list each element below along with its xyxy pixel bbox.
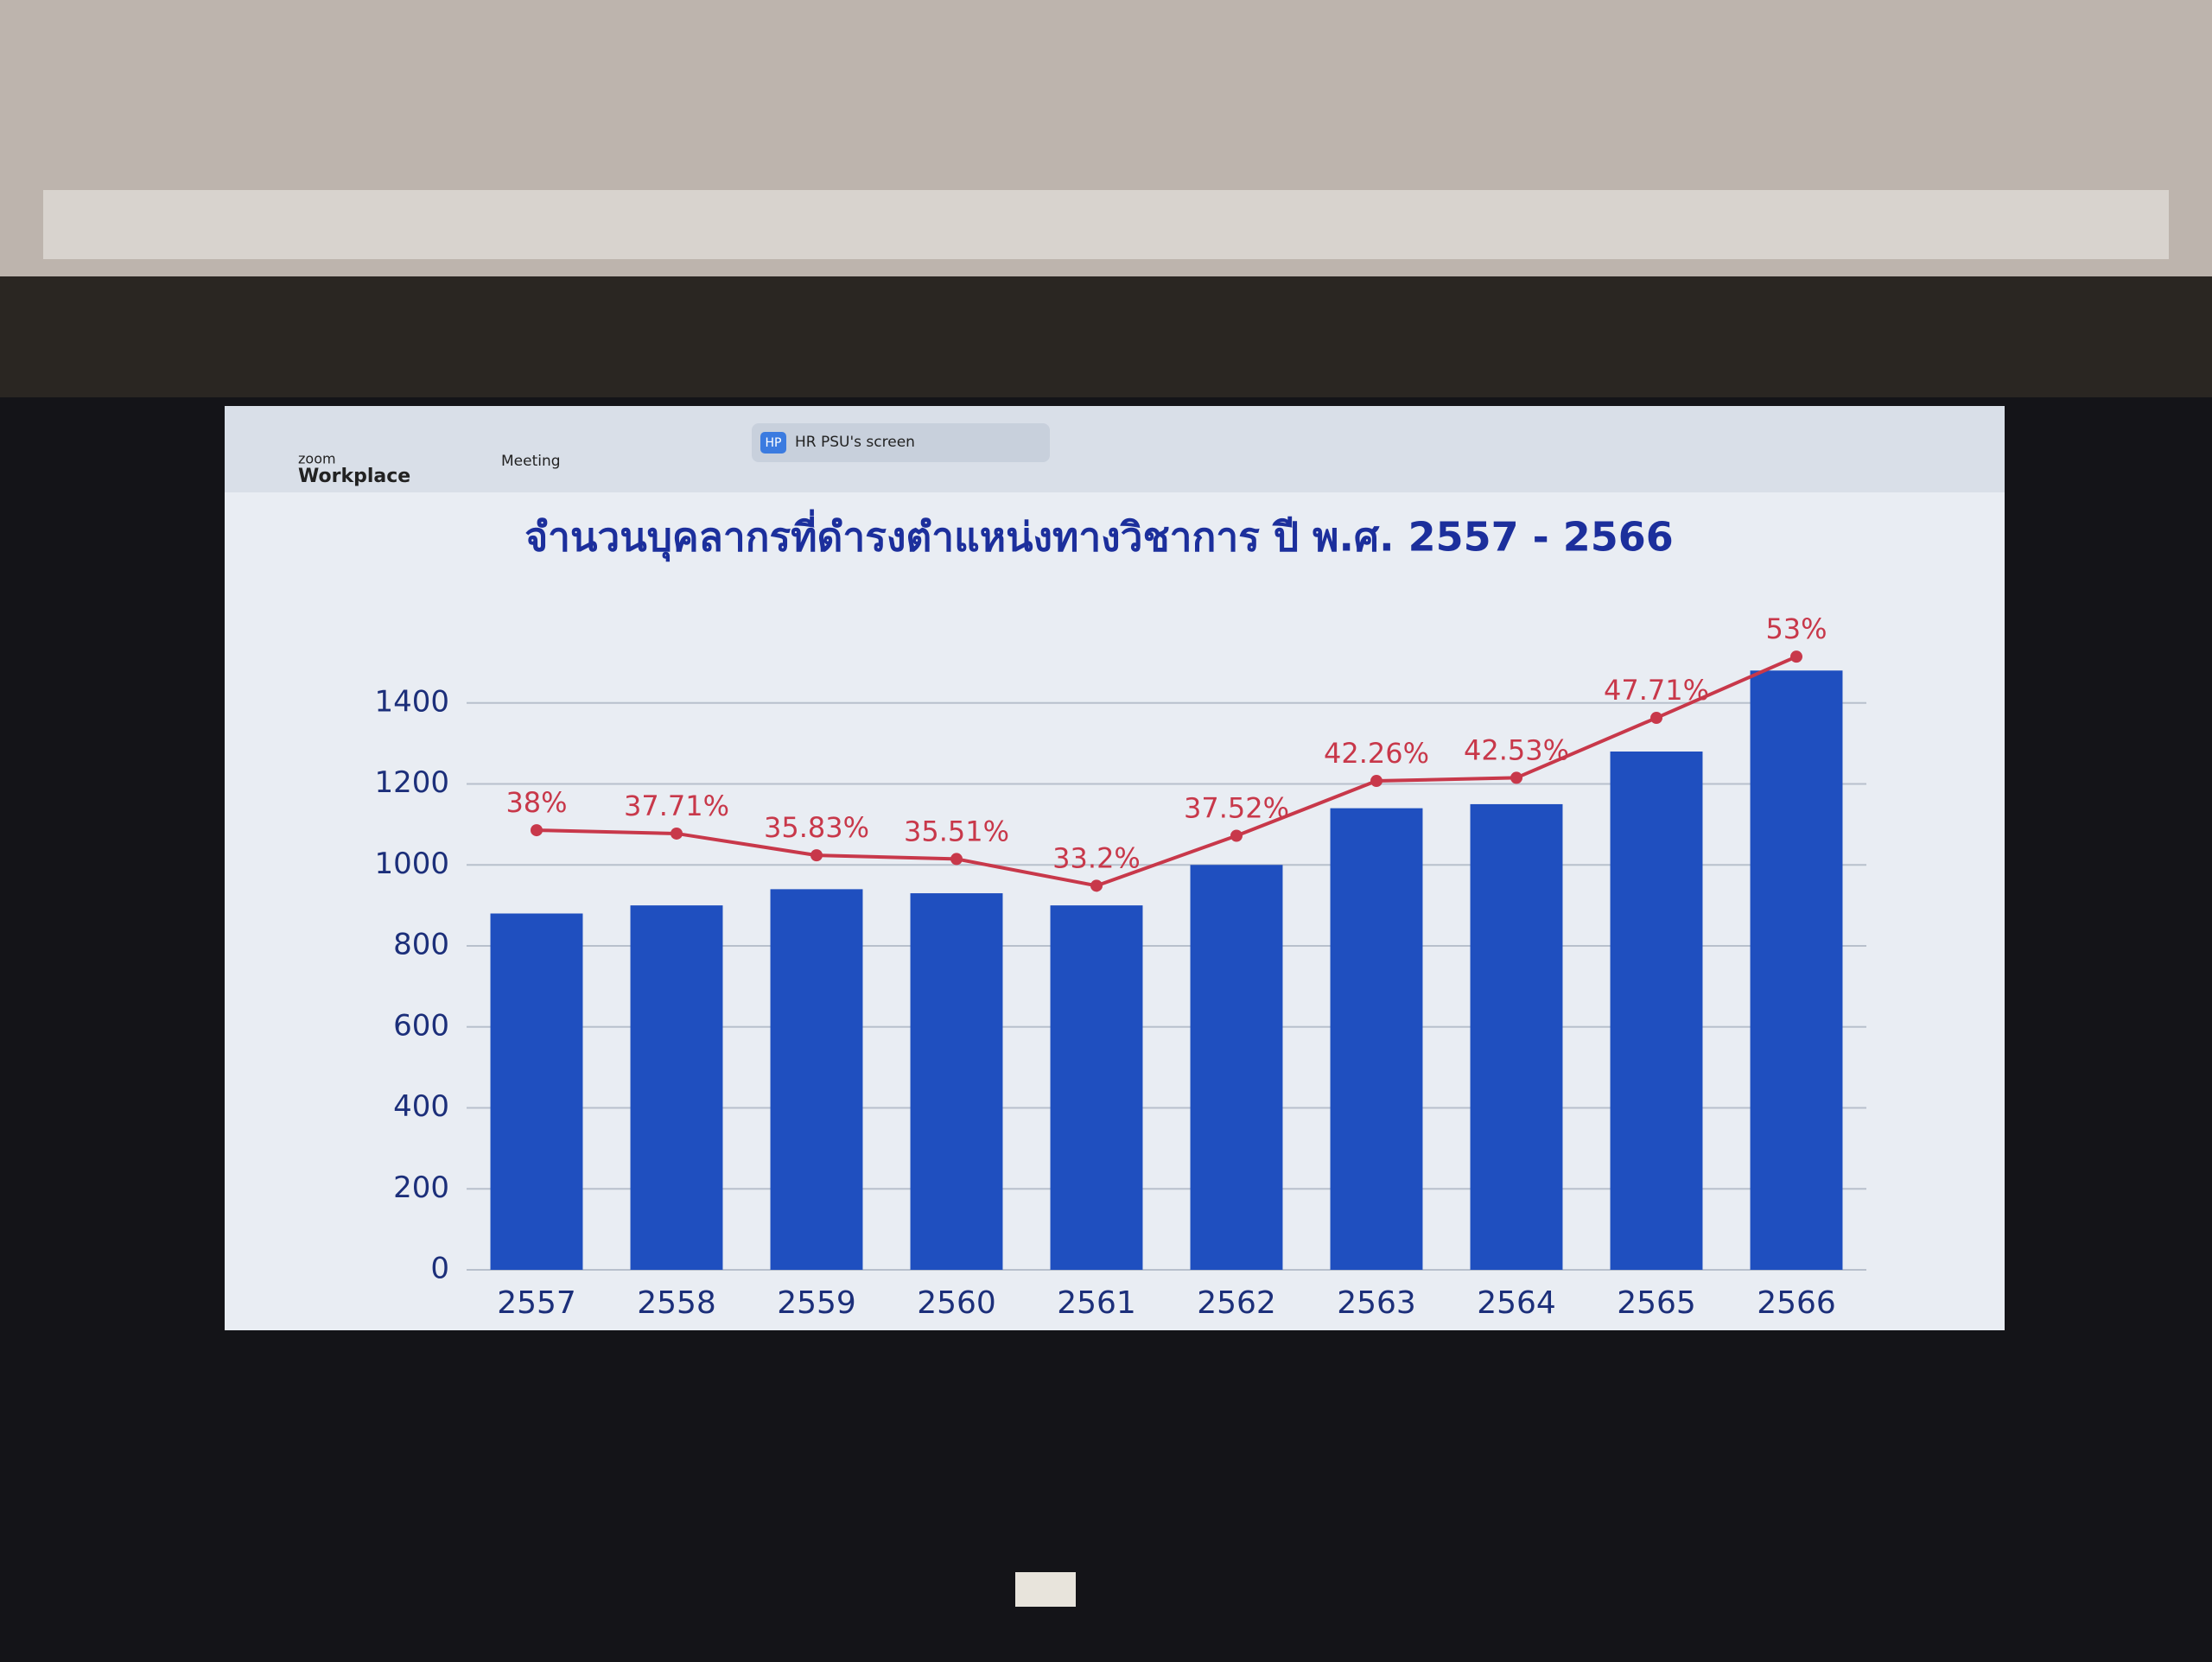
brand: Workplace [298,466,410,487]
x-tick-label: 2558 [637,1285,716,1321]
y-tick-label: 200 [393,1170,449,1205]
line-point [950,853,963,866]
y-tick-label: 800 [393,928,449,962]
value-label: 37.71% [624,790,729,822]
x-tick-label: 2563 [1337,1285,1416,1321]
outlet [1015,1572,1076,1607]
value-label: 42.53% [1464,733,1569,766]
bar [1470,803,1563,1270]
share-pill[interactable] [752,423,1050,462]
meeting-menu[interactable]: Meeting [501,453,561,470]
x-tick-label: 2566 [1757,1285,1836,1321]
badge-bg [760,432,786,454]
line-point [1090,879,1103,892]
x-tick-label: 2561 [1057,1285,1136,1321]
y-tick-label: 0 [430,1252,449,1286]
line-point [1510,771,1522,784]
value-label: 33.2% [1052,841,1141,874]
bar [910,893,1003,1270]
x-tick-label: 2565 [1617,1285,1696,1321]
projector-casing [43,190,2169,259]
value-label: 53% [1765,612,1827,645]
brand-small: zoom [298,451,336,467]
x-tick-label: 2564 [1477,1285,1556,1321]
bar [1050,905,1143,1270]
x-tick-label: 2562 [1197,1285,1276,1321]
y-tick-label: 600 [393,1008,449,1043]
chart-title: จำนวนบุคลากรที่ดำรงตำแหน่งทางวิชาการ ปี … [524,510,1674,562]
bar [1610,752,1703,1270]
line-point [1230,829,1243,842]
value-label: 35.51% [904,815,1009,847]
bar [770,889,863,1270]
value-label: 37.52% [1184,792,1289,825]
bar [1330,808,1423,1270]
wall [0,276,2212,397]
bar [630,905,723,1270]
line [536,655,1797,888]
badge: HP [766,436,782,450]
line-point [810,849,823,862]
x-tick-label: 2557 [497,1285,576,1321]
line-point [531,824,543,837]
bar [490,913,583,1270]
zoom-toolbar [225,406,2005,492]
value-label: 35.83% [764,811,869,844]
line-point [1650,712,1662,725]
bar [1190,865,1283,1270]
line-point [1370,775,1382,788]
plot: 0 200 400 600 800 1000 1200 1400 2557 2558 2559 256… [374,612,1866,1321]
y-tick-label: 1400 [374,684,449,719]
share-label: HR PSU's screen [795,434,915,451]
y-tick-label: 1000 [374,847,449,881]
value-label: 47.71% [1604,674,1709,707]
value-label: 42.26% [1324,737,1429,770]
bar [1750,670,1843,1270]
x-tick-label: 2559 [777,1285,856,1321]
y-tick-label: 1200 [374,765,449,800]
value-label: 38% [505,786,567,819]
y-tick-label: 400 [393,1089,449,1124]
line-point [1790,650,1802,663]
x-tick-label: 2560 [917,1285,996,1321]
line-point [671,827,683,840]
